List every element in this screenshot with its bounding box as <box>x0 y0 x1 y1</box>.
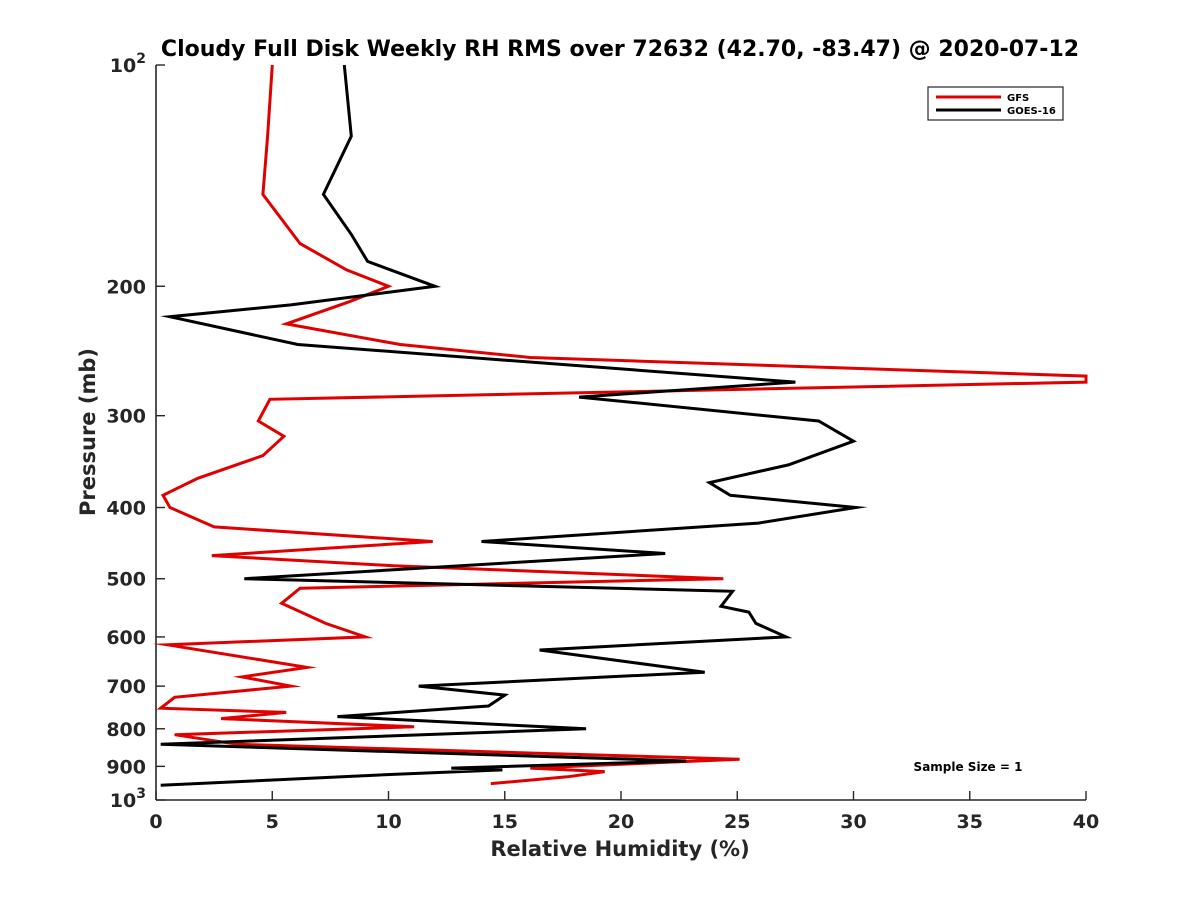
legend: GFS GOES-16 <box>927 86 1064 121</box>
y-tick-label: 500 <box>106 569 146 591</box>
x-tick-label: 35 <box>957 811 983 833</box>
y-tick-label: 400 <box>106 498 146 520</box>
x-tick-label: 30 <box>840 811 866 833</box>
y-tick-label: 600 <box>106 627 146 649</box>
x-tick-label: 40 <box>1073 811 1099 833</box>
y-tick-label: 200 <box>106 276 146 298</box>
series-layer <box>152 64 1088 787</box>
x-tick-label: 20 <box>608 811 634 833</box>
x-tick-label: 10 <box>375 811 401 833</box>
legend-box <box>927 86 1064 121</box>
chart-title: Cloudy Full Disk Weekly RH RMS over 7263… <box>161 37 1079 62</box>
y-tick-label: 102 <box>110 51 146 77</box>
sample-size-annotation: Sample Size = 1 <box>914 760 1023 774</box>
series-line-goes-16 <box>160 64 868 787</box>
x-tick-label: 25 <box>724 811 750 833</box>
y-axis-label: Pressure (mb) <box>76 348 100 516</box>
legend-label: GFS <box>1007 93 1029 104</box>
y-tick-label: 103 <box>110 786 146 812</box>
x-tick-label: 0 <box>149 811 162 833</box>
series-line-gfs <box>152 64 1088 786</box>
y-tick-label: 900 <box>106 756 146 778</box>
x-tick-label: 15 <box>492 811 518 833</box>
ticks-layer: 0 5 10 15 20 25 30 35 40 102 200 300 400 500 600 700 800… <box>106 51 1099 833</box>
legend-label: GOES-16 <box>1007 106 1056 117</box>
y-tick-label: 300 <box>106 406 146 428</box>
x-axis-label: Relative Humidity (%) <box>490 837 749 861</box>
x-tick-label: 5 <box>266 811 279 833</box>
axes-layer <box>155 65 1086 801</box>
y-tick-label: 800 <box>106 719 146 741</box>
y-tick-label: 700 <box>106 676 146 698</box>
